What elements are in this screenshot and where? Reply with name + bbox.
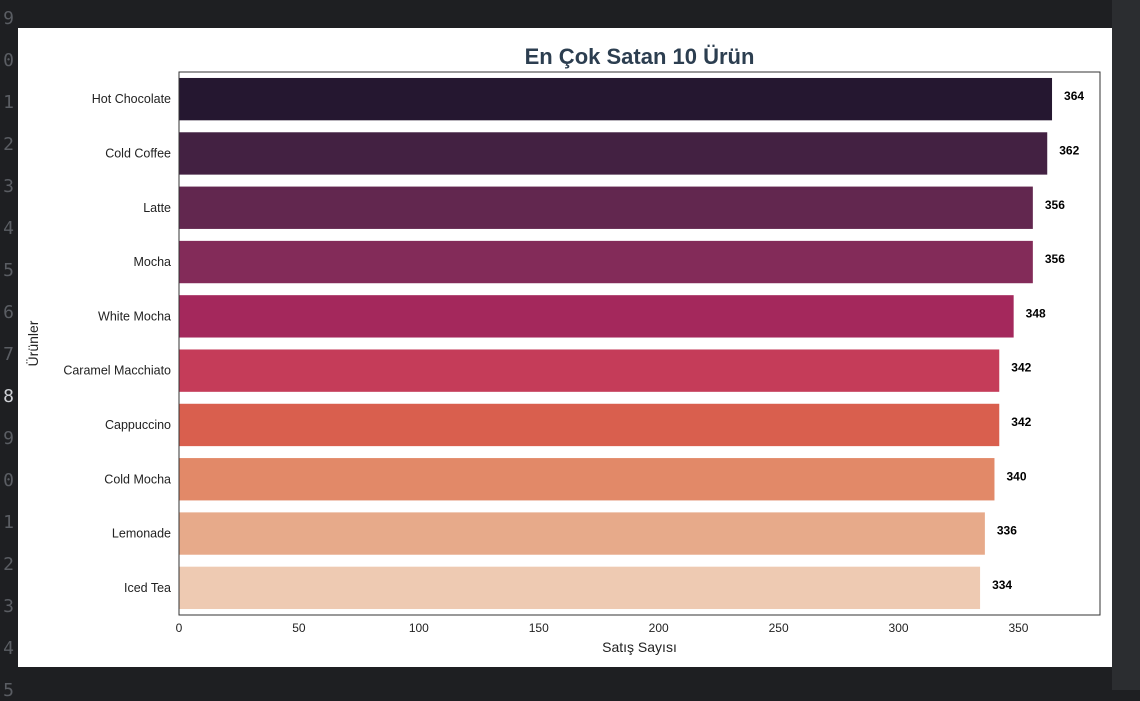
category-label: Cold Coffee <box>105 146 171 160</box>
line-number: 1 <box>3 512 14 533</box>
category-label: Iced Tea <box>124 581 171 595</box>
line-number: 9 <box>3 428 14 449</box>
line-number: 9 <box>3 8 14 29</box>
value-label: 342 <box>1011 415 1031 429</box>
x-tick-label: 350 <box>1008 621 1028 635</box>
category-label: Hot Chocolate <box>92 92 171 106</box>
category-label: White Mocha <box>98 309 171 323</box>
bar <box>179 186 1033 229</box>
category-label: Cappuccino <box>105 418 171 432</box>
plot-frame <box>178 71 1101 616</box>
line-number-gutter: 9 0 1 2 3 4 5 6 7 8 9 0 1 2 3 4 5 <box>0 0 18 700</box>
x-axis-label: Satış Sayısı <box>602 639 677 655</box>
x-tick-label: 0 <box>176 621 183 635</box>
line-number: 4 <box>3 638 14 659</box>
line-number: 0 <box>3 470 14 491</box>
value-label: 362 <box>1059 143 1079 157</box>
chart-title: En Çok Satan 10 Ürün <box>525 44 755 69</box>
y-axis-label: Ürünler <box>24 320 41 366</box>
category-label: Cold Mocha <box>104 472 171 486</box>
line-number: 2 <box>3 554 14 575</box>
value-label: 356 <box>1045 252 1065 266</box>
x-tick-label: 250 <box>769 621 789 635</box>
value-label: 348 <box>1026 306 1046 320</box>
bar <box>179 240 1033 284</box>
bar <box>179 403 1000 447</box>
category-label: Lemonade <box>112 527 171 541</box>
line-number: 6 <box>3 302 14 323</box>
line-number: 7 <box>3 344 14 365</box>
bar <box>179 132 1048 175</box>
bar <box>179 349 1000 392</box>
x-axis-ticks: 0 50 100 150 200 250 300 350 <box>176 621 1029 635</box>
value-label: 336 <box>997 524 1017 538</box>
line-number: 8 <box>3 386 14 407</box>
line-number: 5 <box>3 260 14 281</box>
value-label: 340 <box>1006 469 1026 483</box>
bars-group <box>179 77 1053 610</box>
x-tick-label: 100 <box>409 621 429 635</box>
bar <box>179 512 985 555</box>
x-tick-label: 150 <box>529 621 549 635</box>
bar <box>179 295 1014 338</box>
category-label: Mocha <box>133 255 171 269</box>
bar-chart: En Çok Satan 10 Ürün Hot Chocolate Cold C… <box>24 44 1101 655</box>
line-number: 3 <box>3 176 14 197</box>
category-labels: Hot Chocolate Cold Coffee Latte Mocha White … <box>63 92 171 595</box>
vertical-scrollbar[interactable] <box>1112 0 1140 690</box>
line-number: 5 <box>3 680 14 701</box>
x-tick-label: 50 <box>292 621 306 635</box>
line-number: 2 <box>3 134 14 155</box>
value-label: 364 <box>1064 89 1084 103</box>
plot-output: En Çok Satan 10 Ürün Hot Chocolate Cold C… <box>18 28 1112 667</box>
category-label: Latte <box>143 201 171 215</box>
bar <box>179 458 995 501</box>
line-number: 0 <box>3 50 14 71</box>
line-number: 4 <box>3 218 14 239</box>
x-tick-label: 200 <box>649 621 669 635</box>
x-tick-label: 300 <box>889 621 909 635</box>
line-number: 1 <box>3 92 14 113</box>
category-label: Caramel Macchiato <box>63 364 171 378</box>
bar <box>179 566 981 610</box>
line-number: 3 <box>3 596 14 617</box>
value-label: 356 <box>1045 198 1065 212</box>
value-labels: 364 362 356 356 348 342 342 340 336 334 <box>992 89 1084 592</box>
value-label: 334 <box>992 578 1012 592</box>
bar <box>179 77 1053 121</box>
value-label: 342 <box>1011 361 1031 375</box>
